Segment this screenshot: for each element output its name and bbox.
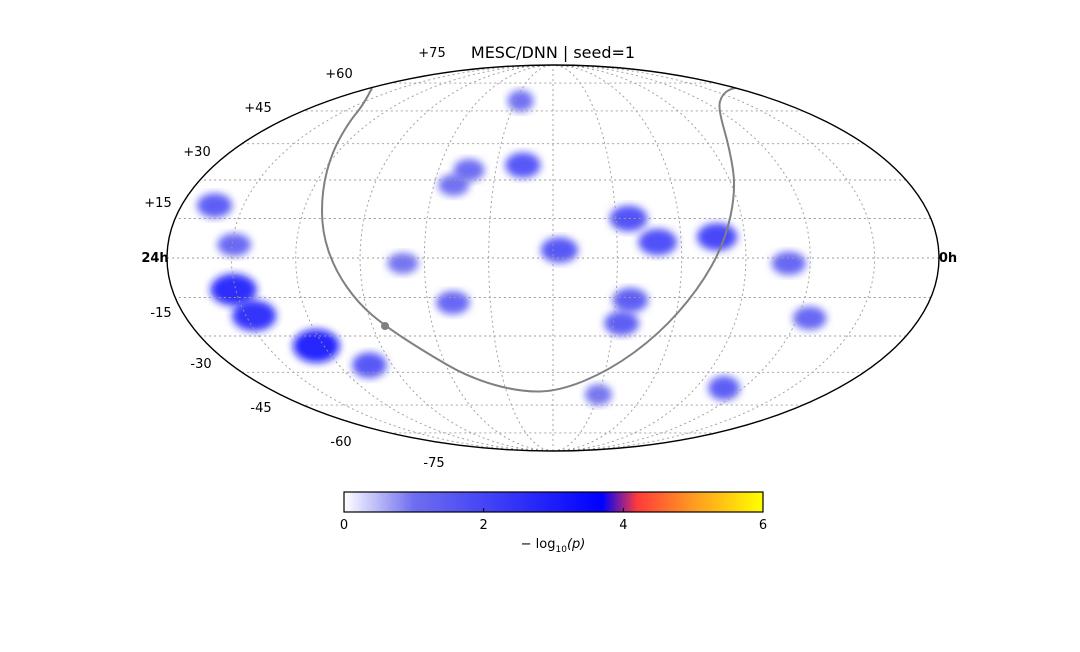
graticule-meridian bbox=[552, 65, 876, 451]
colorbar-label-main: − log bbox=[521, 537, 556, 552]
dec-labels: +75 +60 +45 +30 +15 -15 -30 -45 -60 -75 bbox=[144, 46, 445, 471]
graticule-meridian bbox=[295, 65, 554, 451]
dec-label: -15 bbox=[150, 306, 171, 321]
colorbar-tick-label: 2 bbox=[480, 518, 488, 533]
graticule-meridian bbox=[552, 65, 747, 451]
dec-label: +75 bbox=[418, 46, 445, 61]
dec-label: -45 bbox=[250, 401, 271, 416]
heat-spot bbox=[638, 228, 678, 256]
dec-label: -60 bbox=[330, 435, 351, 450]
dec-label: +15 bbox=[144, 196, 171, 211]
graticule-meridian bbox=[552, 65, 683, 451]
heat-spot bbox=[232, 300, 277, 332]
graticule-meridian bbox=[488, 65, 554, 451]
heat-spot bbox=[540, 237, 579, 263]
colorbar-gradient bbox=[343, 491, 764, 513]
heat-spot bbox=[604, 311, 639, 336]
dec-label: +30 bbox=[183, 145, 210, 160]
dec-label: -75 bbox=[423, 456, 444, 471]
trajectory-line bbox=[320, 86, 741, 393]
graticule-meridian bbox=[552, 65, 618, 451]
graticule-meridian bbox=[359, 65, 554, 451]
dec-label: -30 bbox=[190, 357, 211, 372]
heat-spot bbox=[792, 306, 827, 330]
trajectory-marker bbox=[381, 322, 389, 330]
heat-spot bbox=[387, 252, 419, 274]
dec-label: +45 bbox=[244, 101, 271, 116]
grid-layer bbox=[167, 65, 939, 451]
chart-title: MESC/DNN | seed=1 bbox=[471, 43, 635, 62]
graticule-meridian bbox=[230, 65, 554, 451]
colorbar-label-arg: (p) bbox=[567, 537, 585, 552]
heat-spot bbox=[507, 90, 534, 112]
heat-spot bbox=[197, 193, 233, 218]
heat-spot bbox=[352, 352, 387, 379]
heat-spot bbox=[293, 329, 340, 363]
heat-layer bbox=[197, 90, 827, 406]
sky-boundary bbox=[166, 64, 940, 452]
colorbar-ticks: 0 2 4 6 bbox=[340, 508, 767, 533]
heat-spot bbox=[438, 174, 470, 197]
heat-spot bbox=[771, 251, 806, 275]
heat-spot bbox=[696, 223, 738, 251]
colorbar-tick-label: 4 bbox=[619, 518, 627, 533]
colorbar-label-sub: 10 bbox=[555, 545, 567, 555]
ra-labels: 24h 0h bbox=[141, 251, 957, 266]
colorbar-tick-label: 0 bbox=[340, 518, 348, 533]
heat-spot bbox=[708, 375, 740, 401]
heat-spot bbox=[436, 291, 470, 315]
heat-spot bbox=[505, 152, 541, 178]
dec-label: +60 bbox=[325, 67, 352, 82]
heat-spot bbox=[217, 233, 251, 257]
graticule-meridian bbox=[423, 65, 554, 451]
sky-area bbox=[167, 65, 939, 451]
colorbar: 0 2 4 6 − log10(p) bbox=[340, 491, 767, 555]
colorbar-tick-label: 6 bbox=[759, 518, 767, 533]
heat-spot bbox=[609, 205, 648, 232]
colorbar-label: − log10(p) bbox=[521, 537, 586, 555]
ra-label: 0h bbox=[939, 251, 957, 266]
heat-spot bbox=[612, 287, 649, 313]
ra-label: 24h bbox=[141, 251, 168, 266]
